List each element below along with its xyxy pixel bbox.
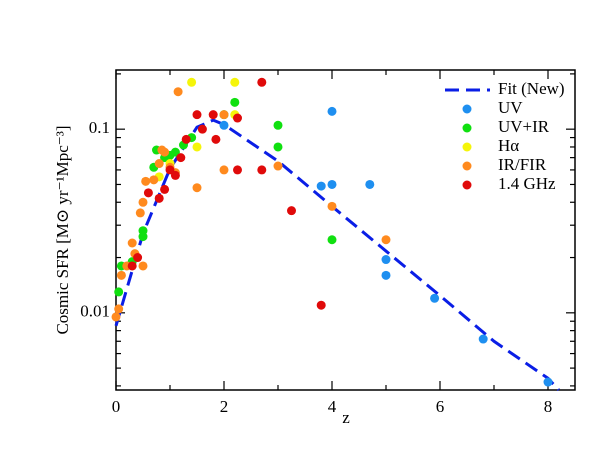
data-point <box>127 238 137 248</box>
data-point <box>141 176 151 186</box>
data-point <box>192 142 202 152</box>
plot-frame <box>115 69 576 391</box>
data-point <box>327 235 337 245</box>
legend-swatch <box>462 123 472 133</box>
data-point <box>154 159 164 169</box>
x-axis-label: z <box>342 408 350 427</box>
data-point <box>143 188 153 198</box>
data-point <box>230 77 240 87</box>
data-point <box>114 304 124 314</box>
data-point <box>192 183 202 193</box>
data-point <box>176 153 186 163</box>
data-point <box>160 184 170 194</box>
x-tick-label: 8 <box>544 397 553 416</box>
data-point <box>116 270 126 280</box>
data-point <box>478 334 488 344</box>
y-tick-label: 0.01 <box>80 302 110 321</box>
legend-label: Hα <box>498 136 519 155</box>
data-point <box>111 312 121 322</box>
data-point <box>138 232 148 242</box>
data-point <box>273 120 283 130</box>
data-point <box>365 179 375 189</box>
data-point <box>230 97 240 107</box>
data-point <box>173 87 183 97</box>
x-tick-label: 0 <box>112 397 121 416</box>
legend-label: Fit (New) <box>498 79 565 98</box>
data-point <box>233 165 242 175</box>
legend-label: UV <box>498 98 523 117</box>
data-point <box>192 110 202 120</box>
data-point <box>170 170 180 180</box>
legend-label: IR/FIR <box>498 155 547 174</box>
legend-swatch <box>462 142 472 152</box>
legend-label: 1.4 GHz <box>498 174 556 193</box>
data-point <box>135 208 145 218</box>
y-tick-label: 0.1 <box>89 118 110 137</box>
data-point <box>208 110 218 120</box>
data-point <box>219 165 229 175</box>
data-point <box>327 179 337 189</box>
data-point <box>233 113 242 123</box>
data-point <box>187 77 197 87</box>
data-point <box>154 193 164 203</box>
data-point <box>327 106 337 116</box>
data-point <box>316 300 326 310</box>
legend-swatch <box>462 161 472 171</box>
fit-line <box>114 118 560 392</box>
x-tick-label: 6 <box>436 397 445 416</box>
legend-label: UV+IR <box>498 117 550 136</box>
data-point <box>219 110 229 120</box>
data-point <box>219 120 229 130</box>
data-point <box>138 261 148 271</box>
data-point <box>170 147 180 157</box>
data-point <box>381 235 391 245</box>
data-point <box>543 377 553 387</box>
data-point <box>160 147 170 157</box>
data-point <box>181 134 191 144</box>
y-axis-label: Cosmic SFR [M⊙ yr⁻¹Mpc⁻³] <box>53 125 72 334</box>
data-point <box>273 161 283 171</box>
data-point <box>197 124 207 134</box>
data-point <box>133 253 143 263</box>
data-point <box>287 206 296 216</box>
data-point <box>381 270 391 280</box>
data-point <box>381 255 391 265</box>
data-point <box>273 142 283 152</box>
data-point <box>165 165 175 175</box>
data-point <box>211 134 221 144</box>
data-point <box>316 181 326 191</box>
data-point <box>257 165 267 175</box>
x-tick-label: 4 <box>328 397 337 416</box>
data-point <box>149 175 159 185</box>
data-point <box>114 287 124 297</box>
data-point <box>257 77 267 87</box>
data-point <box>327 201 337 211</box>
x-tick-label: 2 <box>220 397 229 416</box>
data-point <box>430 293 440 303</box>
data-point <box>138 197 148 207</box>
legend-swatch <box>462 104 472 114</box>
legend-swatch <box>462 180 472 190</box>
data-point <box>127 261 137 271</box>
